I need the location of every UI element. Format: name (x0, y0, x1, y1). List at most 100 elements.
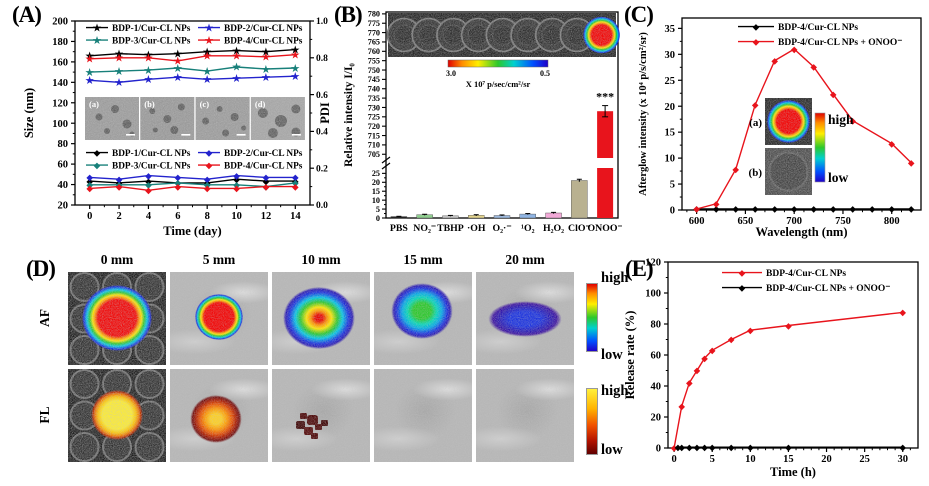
panel-a-chart-series-7: ◆ ◆ ◆ ◆ ◆ ◆ ◆ ◆ (86, 182, 300, 195)
svg-text:735: 735 (368, 94, 380, 103)
svg-text:0.2: 0.2 (316, 164, 328, 174)
panel-b-axes: 7057107157207257307357407457507557607657… (368, 10, 619, 223)
svg-text:BDP-3/Cur-CL NPs: BDP-3/Cur-CL NPs (112, 37, 191, 47)
svg-text:◆: ◆ (810, 205, 818, 214)
svg-text:40: 40 (58, 180, 69, 191)
svg-text:80: 80 (58, 139, 69, 150)
svg-text:◆: ◆ (86, 177, 94, 186)
panel-d-cell-af-3 (374, 272, 472, 365)
panel-d-cell-fl-1 (170, 369, 268, 462)
svg-text:Wavelength (nm): Wavelength (nm) (755, 225, 847, 239)
svg-text:◆: ◆ (174, 182, 182, 191)
panel-d-cell-af-0 (68, 272, 166, 365)
svg-text:35: 35 (665, 24, 676, 35)
tem-image-1: (b) (140, 97, 195, 140)
svg-text:Afterglow intensity (x 10⁴ p/: Afterglow intensity (x 10⁴ p/s/cm²/sr) (638, 32, 649, 196)
svg-text:740: 740 (368, 85, 380, 94)
svg-text:★: ★ (85, 51, 94, 62)
panel-d-col-10mm: 10 mm (301, 252, 341, 267)
svg-text:***: *** (596, 90, 614, 104)
svg-text:TBHP: TBHP (437, 223, 464, 234)
svg-text:low: low (828, 170, 849, 185)
svg-text:0.4: 0.4 (316, 128, 328, 138)
svg-text:★: ★ (144, 74, 153, 85)
svg-text:◆: ◆ (888, 139, 896, 148)
image-noise-overlay (272, 369, 370, 462)
svg-text:·OH: ·OH (467, 223, 486, 234)
svg-text:◆: ◆ (262, 177, 270, 186)
svg-text:5: 5 (670, 180, 675, 191)
svg-text:◆: ◆ (86, 173, 94, 182)
svg-text:◆: ◆ (784, 321, 792, 330)
panel-a-chart-series-1: ★ ★ ★ ★ ★ ★ ★ ★ (85, 71, 300, 88)
svg-text:6: 6 (175, 211, 180, 222)
svg-text:◆: ◆ (291, 182, 299, 191)
svg-text:◆: ◆ (144, 177, 152, 186)
svg-text:◆: ◆ (784, 443, 792, 452)
svg-text:★: ★ (115, 53, 124, 64)
svg-text:750: 750 (368, 66, 380, 75)
svg-text:X 10⁷ p/sec/cm²/sr: X 10⁷ p/sec/cm²/sr (466, 79, 531, 89)
image-noise-overlay (68, 272, 166, 365)
svg-text:◆: ◆ (727, 335, 735, 344)
svg-text:5: 5 (376, 205, 380, 214)
svg-text:◆: ◆ (693, 205, 701, 214)
svg-text:780: 780 (368, 10, 380, 19)
svg-text:★: ★ (203, 66, 212, 77)
panel-d-cell-fl-4 (476, 369, 574, 462)
svg-text:★: ★ (85, 76, 94, 87)
image-noise-overlay (374, 369, 472, 462)
svg-text:◆: ◆ (674, 443, 682, 452)
panel-b-bars (390, 105, 614, 219)
svg-text:◆: ◆ (203, 184, 211, 193)
svg-text:O₂·⁻: O₂·⁻ (493, 223, 512, 234)
panel-c-chart: 600 650 700 750 800 0 5 10 15 20 25 30 35 Wavelength … (638, 17, 922, 239)
svg-text:750: 750 (835, 216, 851, 227)
svg-text:◆: ◆ (232, 180, 240, 189)
panel-a-chart-axes: 0 2 4 6 8 10 12 14 20 40 60 80 100 120 140 160 180 200 0.0… (52, 17, 328, 222)
svg-text:◆: ◆ (899, 308, 907, 317)
svg-text:★: ★ (262, 72, 271, 83)
svg-text:◆: ◆ (262, 173, 270, 182)
svg-text:NO₂⁻: NO₂⁻ (413, 223, 436, 234)
panel-e-chart-series-1: ◆◆ ◆ ◆ ◆ ◆ ◆ ◆ ◆ ◆ (674, 443, 907, 452)
svg-text:◆: ◆ (829, 90, 837, 99)
svg-text:BDP-4/Cur-CL NPs: BDP-4/Cur-CL NPs (224, 37, 303, 47)
panel-c: 600 650 700 750 800 0 5 10 15 20 25 30 35 Wavelength … (622, 0, 929, 250)
svg-text:★: ★ (291, 71, 300, 82)
svg-text:◆: ◆ (746, 326, 754, 335)
panel-a: 0 2 4 6 8 10 12 14 20 40 60 80 100 120 140 160 180 200 0.0… (0, 0, 332, 250)
svg-text:30: 30 (898, 454, 909, 465)
svg-text:◆: ◆ (205, 161, 213, 170)
svg-text:◆: ◆ (291, 179, 299, 188)
svg-text:high: high (828, 112, 854, 127)
panel-b-inset-colorbar: 3.0 0.5 X 10⁷ p/sec/cm²/sr (446, 59, 550, 89)
svg-text:0: 0 (376, 214, 380, 223)
svg-text:◆: ◆ (144, 171, 152, 180)
svg-text:◆: ◆ (752, 37, 760, 46)
panel-b-well-strip (386, 13, 621, 57)
tem-image-0: (a) (85, 97, 139, 140)
svg-text:◆: ◆ (732, 205, 740, 214)
svg-text:Release rate (%): Release rate (%) (623, 311, 637, 400)
panel-b-chart: 7057107157207257307357407457507557607657… (343, 10, 623, 234)
svg-text:◆: ◆ (712, 199, 720, 208)
svg-text:◆: ◆ (907, 158, 915, 167)
panel-c-chart-series-0: ◆ ◆ ◆ ◆ ◆ ◆ ◆ ◆ ◆ ◆ ◆ ◆ (693, 205, 916, 214)
svg-text:★: ★ (115, 78, 124, 89)
svg-text:◆: ◆ (693, 205, 701, 214)
fl-colorbar (586, 388, 598, 455)
svg-text:★: ★ (85, 67, 94, 78)
panel-d-cell-af-1 (170, 272, 268, 365)
panel-b: 705 710 715 720 725 730 735 740 745 750 755 760 765 7… (332, 0, 623, 250)
svg-text:40: 40 (651, 382, 662, 393)
af-colorbar-low-label: low (601, 347, 623, 363)
panel-a-chart-series-2: ★ ★ ★ ★ ★ ★ ★ ★ (85, 62, 300, 78)
svg-text:★: ★ (262, 64, 271, 75)
panel-a-chart-series-0: ★ ★ ★ ★ ★ ★ ★ ★ (85, 45, 300, 62)
svg-text:◆: ◆ (907, 205, 915, 214)
svg-text:◆: ◆ (232, 171, 240, 180)
svg-text:◆: ◆ (751, 100, 759, 109)
panel-a-chart-legend-1: ◆ BDP-1/Cur-CL NPs ◆ BDP-2/Cur-CL NPs ◆ BDP-3… (86, 148, 303, 172)
svg-text:PDI: PDI (318, 102, 332, 124)
